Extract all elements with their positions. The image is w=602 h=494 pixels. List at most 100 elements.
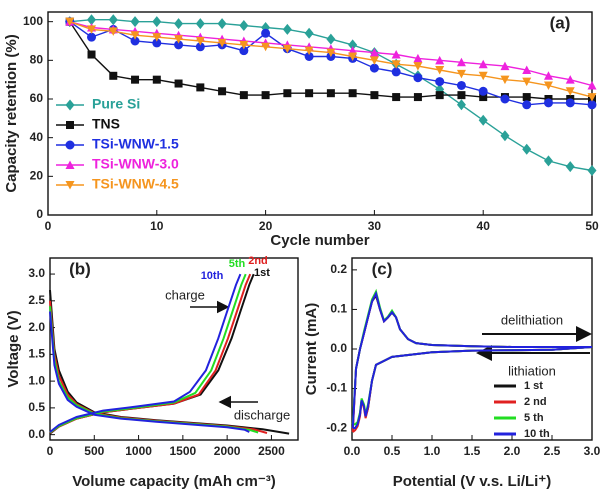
marker xyxy=(500,61,510,71)
marker xyxy=(543,98,553,108)
marker xyxy=(565,75,575,84)
legend-label: TSi-WNW-3.0 xyxy=(92,156,179,172)
marker xyxy=(457,91,466,100)
y-tick-label: 80 xyxy=(30,53,44,67)
y-tick-label: 1.0 xyxy=(28,373,45,387)
x-axis-title: Potential (V v.s. Li/Li⁺) xyxy=(393,473,552,490)
marker xyxy=(413,73,423,83)
panel-label: (c) xyxy=(372,259,393,278)
marker xyxy=(587,93,597,102)
marker xyxy=(130,16,140,28)
marker xyxy=(152,33,162,42)
voltage-curve xyxy=(49,273,247,434)
marker xyxy=(195,37,205,46)
marker xyxy=(282,23,292,35)
legend-label: TSi-WNW-1.5 xyxy=(92,136,179,152)
marker xyxy=(195,18,205,30)
marker xyxy=(543,155,553,167)
marker xyxy=(108,14,118,26)
plot-frame xyxy=(49,257,299,441)
marker xyxy=(413,62,423,71)
marker xyxy=(217,18,227,30)
marker xyxy=(218,87,227,96)
marker xyxy=(326,33,336,45)
marker xyxy=(283,89,292,98)
marker xyxy=(587,100,597,110)
marker xyxy=(174,40,184,50)
marker xyxy=(261,91,270,100)
legend-label: Pure Si xyxy=(92,96,140,112)
marker xyxy=(326,48,336,58)
marker xyxy=(108,27,118,36)
marker xyxy=(65,17,75,27)
y-tick-label: 100 xyxy=(23,14,43,28)
marker xyxy=(130,36,140,46)
cycle-label: 10th xyxy=(201,270,224,282)
marker xyxy=(348,39,358,51)
legend-label: 10 th xyxy=(524,428,550,440)
marker xyxy=(391,60,401,69)
x-tick-label: 0 xyxy=(47,444,54,458)
marker xyxy=(392,93,401,102)
y-axis-title: Current (mA) xyxy=(303,303,320,396)
marker xyxy=(435,91,444,100)
x-axis-title: Cycle number xyxy=(270,232,369,249)
y-tick-label: 2.0 xyxy=(28,320,45,334)
marker xyxy=(456,99,466,111)
marker xyxy=(239,91,248,100)
marker xyxy=(87,50,96,59)
marker xyxy=(348,89,357,98)
marker xyxy=(522,93,531,102)
y-tick-label: 0.2 xyxy=(330,262,347,276)
cycle-label: 2nd xyxy=(248,255,268,267)
marker xyxy=(87,25,97,34)
marker xyxy=(195,42,205,52)
marker xyxy=(456,69,466,79)
marker xyxy=(522,65,532,74)
marker xyxy=(478,59,488,69)
plot-frame xyxy=(47,11,593,216)
marker xyxy=(522,100,532,110)
voltage-curve xyxy=(49,306,259,434)
marker xyxy=(478,114,488,126)
marker xyxy=(522,77,532,87)
marker xyxy=(65,99,75,111)
annotation: discharge xyxy=(234,407,290,422)
y-tick-label: 60 xyxy=(30,91,44,105)
marker xyxy=(500,75,510,85)
voltage-curve xyxy=(49,311,250,433)
marker xyxy=(131,75,140,84)
marker xyxy=(282,44,292,54)
x-tick-label: 0.5 xyxy=(384,444,401,458)
marker xyxy=(348,52,358,61)
voltage-curve xyxy=(49,273,242,433)
annotation: lithiation xyxy=(508,363,556,378)
marker xyxy=(196,83,205,92)
marker xyxy=(174,35,184,44)
x-tick-label: 0.0 xyxy=(344,444,361,458)
marker xyxy=(152,16,162,28)
marker xyxy=(65,140,75,150)
x-tick-label: 2000 xyxy=(214,444,241,458)
marker xyxy=(500,94,510,104)
marker xyxy=(326,89,335,98)
marker xyxy=(109,71,118,80)
legend-label: TNS xyxy=(92,116,120,132)
y-tick-label: 20 xyxy=(30,169,44,183)
marker xyxy=(456,57,466,67)
x-tick-label: 40 xyxy=(477,219,491,233)
legend-label: 2 nd xyxy=(524,396,547,408)
marker xyxy=(543,71,553,80)
y-tick-label: -0.1 xyxy=(326,381,347,395)
y-tick-label: 40 xyxy=(30,130,44,144)
marker xyxy=(152,38,162,48)
marker xyxy=(174,79,183,88)
y-tick-label: 1.5 xyxy=(28,347,45,361)
x-axis-title: Volume capacity (mAh cm⁻³) xyxy=(72,473,276,490)
x-tick-label: 10 xyxy=(150,219,164,233)
y-tick-label: 3.0 xyxy=(28,266,45,280)
y-tick-label: -0.2 xyxy=(326,420,347,434)
marker xyxy=(565,98,575,108)
x-tick-label: 1000 xyxy=(125,444,152,458)
